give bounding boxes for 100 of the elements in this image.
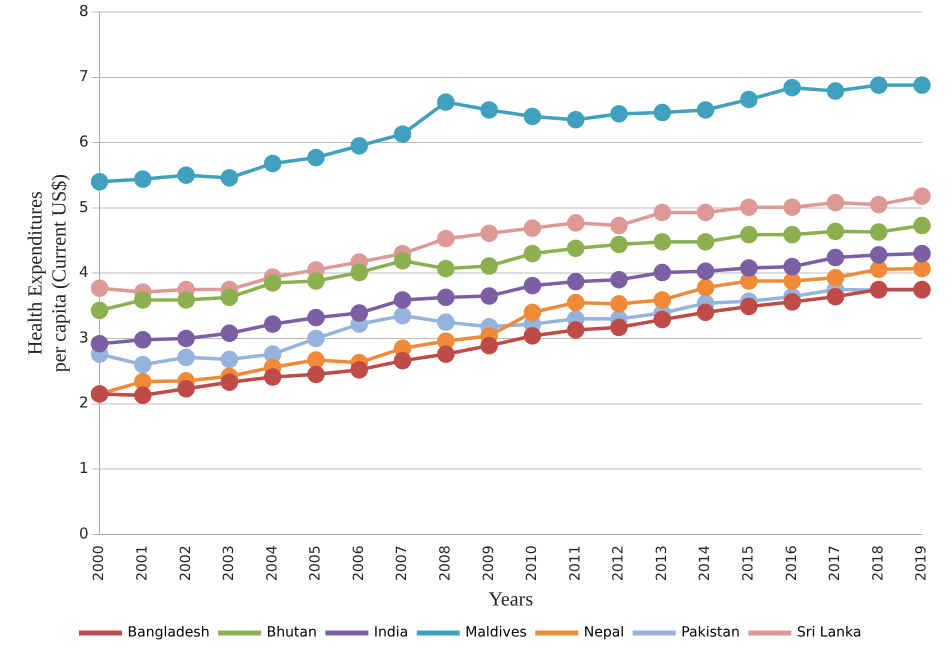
point: [783, 272, 801, 290]
point: [740, 198, 758, 216]
point: [654, 233, 672, 251]
point: [524, 304, 542, 322]
x-tick-label: 2019: [914, 545, 930, 582]
point: [566, 272, 584, 290]
point: [696, 262, 714, 280]
point: [870, 246, 888, 264]
point: [913, 216, 931, 234]
point: [610, 105, 628, 123]
point: [350, 304, 368, 322]
point: [437, 260, 455, 278]
point: [826, 269, 844, 287]
point: [264, 368, 282, 386]
point: [524, 108, 542, 126]
legend-label: Pakistan: [681, 624, 740, 641]
point: [783, 198, 801, 216]
x-tick-label: 2018: [870, 545, 886, 582]
y-tick-label: 2: [78, 394, 89, 412]
x-tick-label: 2012: [610, 545, 627, 582]
legend-label: India: [374, 624, 408, 641]
point: [437, 345, 455, 363]
x-axis-title: Years: [488, 588, 534, 610]
point: [307, 330, 325, 348]
point: [134, 372, 152, 390]
point: [566, 321, 584, 339]
point: [610, 270, 628, 288]
point: [134, 386, 152, 404]
point: [654, 291, 672, 309]
point: [610, 216, 628, 234]
point: [264, 315, 282, 333]
point: [307, 366, 325, 384]
y-tick-label: 3: [78, 328, 89, 346]
legend-label: Nepal: [584, 624, 624, 641]
point: [826, 82, 844, 100]
x-tick-label: 2005: [308, 545, 324, 582]
x-tick-label: 2011: [567, 545, 584, 582]
point: [740, 298, 758, 316]
point: [480, 101, 498, 119]
point: [654, 104, 672, 122]
point: [566, 214, 584, 232]
point: [913, 187, 931, 205]
legend-label: Bangladesh: [128, 624, 210, 641]
x-tick-label: 2016: [784, 545, 800, 582]
point: [307, 148, 325, 166]
point: [480, 287, 498, 305]
point: [264, 274, 282, 292]
x-tick-label: 2014: [697, 545, 714, 582]
point: [654, 204, 672, 222]
point: [524, 219, 542, 237]
y-tick-label: 4: [78, 263, 89, 282]
point: [394, 306, 412, 324]
point: [870, 260, 888, 278]
point: [177, 380, 195, 398]
point: [437, 313, 455, 331]
point: [350, 264, 368, 282]
y-axis-title: Health Expenditures per capita (Current US$): [24, 174, 70, 372]
point: [134, 356, 152, 374]
point: [740, 226, 758, 244]
point: [394, 252, 412, 270]
point: [394, 291, 412, 309]
point: [350, 361, 368, 379]
point: [350, 137, 368, 155]
point: [220, 288, 238, 306]
point: [437, 288, 455, 306]
y-tick-label: 1: [78, 458, 89, 477]
x-tick-label: 2007: [394, 545, 410, 582]
point: [696, 204, 714, 222]
x-tick-label: 2010: [524, 545, 540, 582]
point: [134, 291, 152, 309]
point: [307, 272, 325, 290]
point: [826, 248, 844, 266]
point: [870, 196, 888, 214]
y-tick-label: 8: [78, 2, 89, 20]
point: [913, 260, 931, 278]
point: [264, 154, 282, 172]
x-tick-label: 2015: [740, 545, 756, 582]
point: [220, 169, 238, 187]
point: [90, 302, 108, 320]
point: [870, 76, 888, 94]
point: [654, 310, 672, 328]
point: [696, 101, 714, 119]
x-tick-label: 2001: [134, 545, 150, 582]
point: [480, 257, 498, 275]
point: [90, 173, 108, 191]
y-tick-label: 7: [78, 67, 89, 86]
point: [783, 226, 801, 244]
point: [480, 224, 498, 242]
point: [480, 336, 498, 354]
point: [870, 223, 888, 241]
point: [783, 258, 801, 276]
point: [394, 352, 412, 370]
point: [437, 93, 455, 111]
x-tick-label: 2003: [221, 545, 238, 582]
y-tick-label: 5: [78, 198, 89, 216]
point: [740, 90, 758, 108]
point: [826, 222, 844, 240]
point: [524, 244, 542, 262]
x-tick-label: 2000: [91, 545, 108, 582]
x-tick-label: 2013: [654, 545, 670, 582]
